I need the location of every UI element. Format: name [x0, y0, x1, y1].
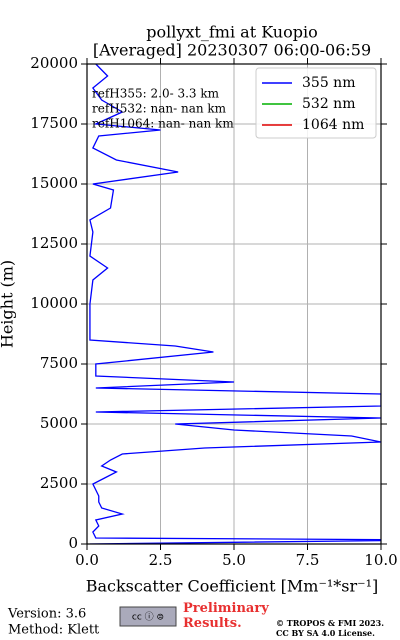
profile-line	[89, 64, 381, 544]
y-tick-label: 15000	[30, 174, 78, 192]
copyright: © TROPOS & FMI 2023.	[276, 618, 384, 628]
version: Version: 3.6	[7, 607, 86, 622]
chart-title: pollyxt_fmi at Kuopio	[146, 23, 317, 42]
status: Preliminary Results.	[183, 601, 269, 631]
y-tick-label: 7500	[40, 354, 78, 372]
legend-box	[255, 67, 377, 139]
y-tick-label: 2500	[40, 474, 78, 492]
x-axis-label: Backscatter Coefficient [Mm⁻¹*sr⁻¹]	[86, 577, 379, 596]
legend-label: 532 nm	[302, 96, 355, 112]
x-tick-label: 0.0	[75, 551, 99, 569]
cc-logo	[119, 606, 177, 627]
y-tick-label: 0	[68, 534, 78, 552]
chart-subtitle: [Averaged] 20230307 06:00-06:59	[93, 41, 371, 60]
y-axis-label: Height (m)	[0, 260, 17, 348]
x-tick-label: 5.0	[222, 551, 246, 569]
legend-label: 1064 nm	[302, 117, 364, 133]
x-tick-label: 10.0	[364, 551, 397, 569]
y-tick-label: 10000	[30, 294, 78, 312]
y-tick-label: 17500	[30, 114, 78, 132]
y-tick-label: 12500	[30, 234, 78, 252]
method: Method: Klett	[8, 623, 100, 638]
annotation: refH355: 2.0- 3.3 km	[92, 87, 220, 101]
legend-label: 355 nm	[302, 75, 355, 91]
annotation: refH1064: nan- nan km	[92, 117, 234, 131]
plot-area	[89, 64, 381, 544]
license: CC BY SA 4.0 License.	[276, 628, 375, 638]
annotation: refH532: nan- nan km	[92, 102, 227, 116]
status-box: Preliminary Results.	[183, 601, 269, 631]
cc-logo-text: cc ⓘ ⊜	[132, 612, 164, 623]
y-tick-label: 20000	[30, 54, 78, 72]
y-tick-label: 5000	[40, 414, 78, 432]
x-tick-label: 7.5	[296, 551, 320, 569]
plot-frame	[86, 63, 382, 545]
x-tick-label: 2.5	[149, 551, 173, 569]
